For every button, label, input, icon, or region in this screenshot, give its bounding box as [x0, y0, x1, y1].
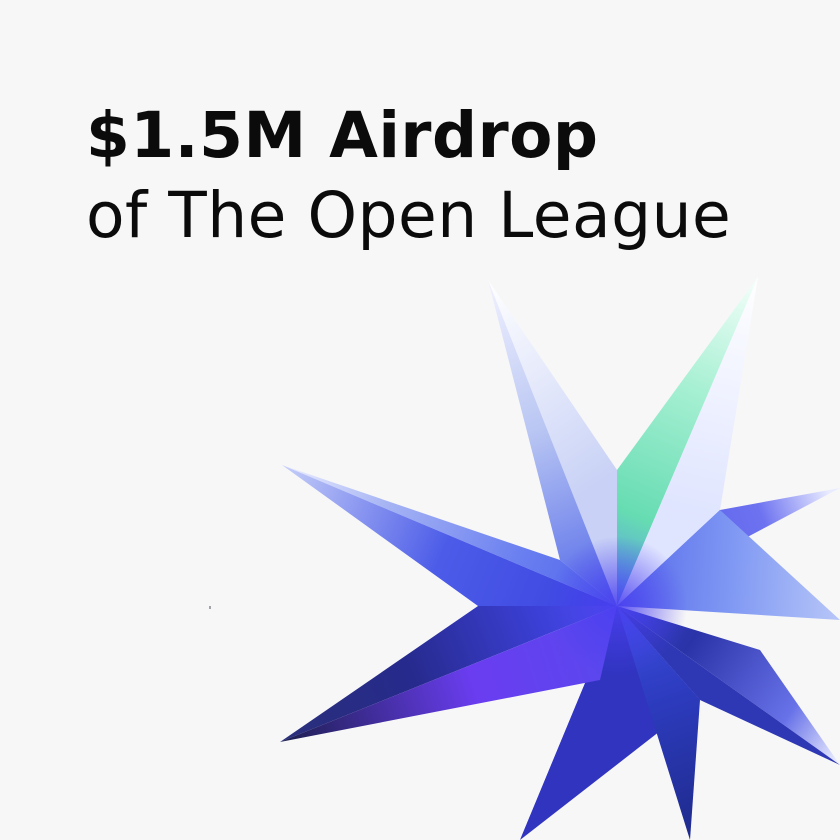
headline: $1.5M Airdrop of The Open League	[86, 96, 731, 256]
headline-subtitle: of The Open League	[86, 179, 732, 252]
headline-amount: $1.5M Airdrop	[86, 99, 599, 172]
speck-mark	[209, 606, 211, 609]
